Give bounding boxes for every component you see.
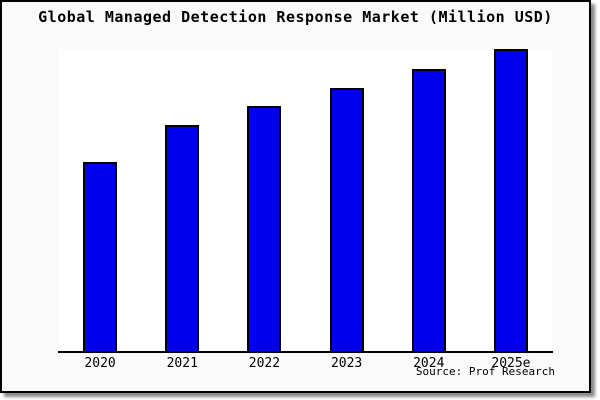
x-tick-label-2021: 2021 xyxy=(166,356,198,371)
plot-area xyxy=(59,49,552,351)
bar-slot xyxy=(141,49,223,351)
x-tick-label-2025e: 2025e xyxy=(491,356,531,371)
x-axis-line xyxy=(58,351,553,353)
bar-slot xyxy=(59,49,141,351)
source-credit: Source: Prof Research xyxy=(415,365,555,378)
bar-slot xyxy=(306,49,388,351)
bar-2023 xyxy=(329,87,364,351)
bar-2025e xyxy=(493,49,528,351)
bar-slot xyxy=(388,49,470,351)
bar-slot xyxy=(223,49,305,351)
bar-2022 xyxy=(247,106,282,351)
bar-2020 xyxy=(83,161,118,351)
x-tick-label-2023: 2023 xyxy=(330,356,363,371)
x-tick-label-2020: 2020 xyxy=(84,356,116,371)
chart-title: Global Managed Detection Response Market… xyxy=(38,8,553,26)
x-tick-label-2022: 2022 xyxy=(248,356,281,371)
bar-2024 xyxy=(411,68,446,351)
chart-card: Global Managed Detection Response Market… xyxy=(0,0,591,393)
bar-2021 xyxy=(165,125,200,351)
x-axis-labels: 2020 2021 2022 2023 2024 2025e xyxy=(59,356,552,371)
x-tick-label-2024: 2024 xyxy=(413,356,445,371)
bar-slot xyxy=(470,49,552,351)
